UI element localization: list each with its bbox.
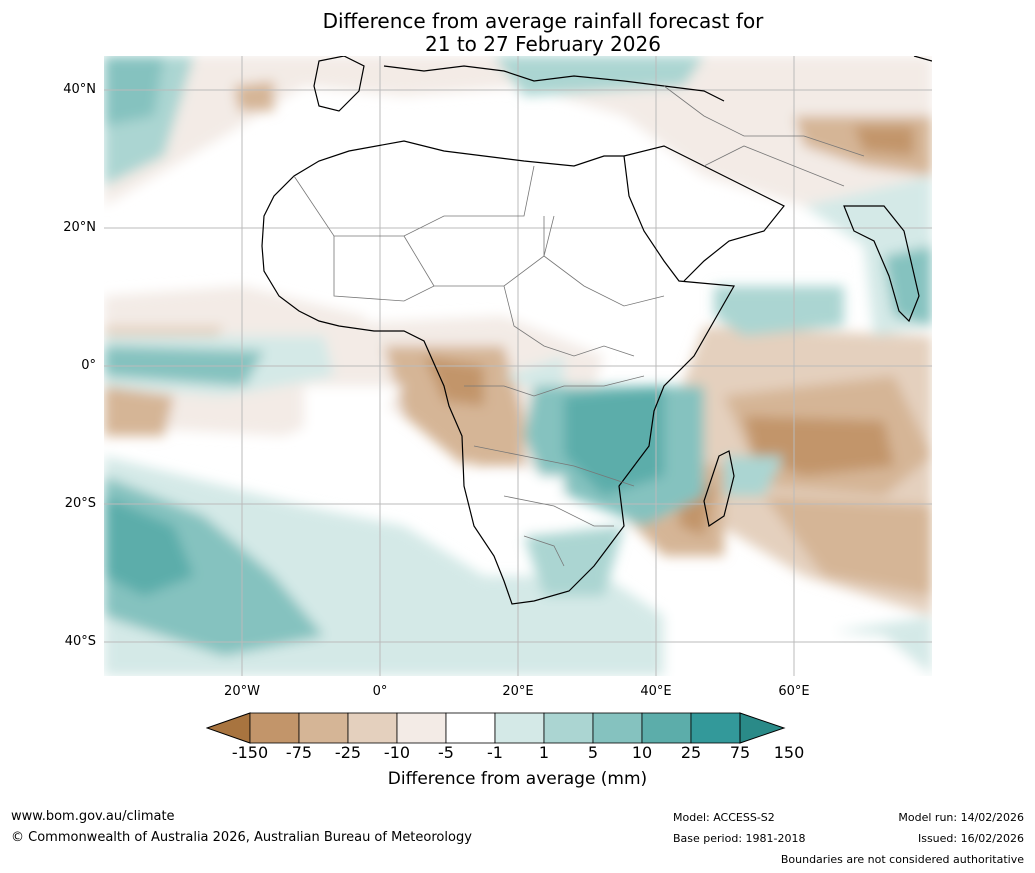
- graticule: [104, 56, 932, 676]
- colorbar-swatch: [641, 712, 692, 744]
- colorbar-swatch: [494, 712, 545, 744]
- chart-title: Difference from average rainfall forecas…: [0, 10, 1035, 56]
- colorbar-extend-high: [739, 712, 786, 744]
- colorbar-swatch: [445, 712, 496, 744]
- arabia-coastline: [623, 145, 785, 282]
- colorbar-tick-label: 150: [773, 743, 805, 762]
- coastlines: [261, 56, 932, 605]
- colorbar-tick-label: 25: [680, 743, 702, 762]
- website-url[interactable]: www.bom.gov.au/climate: [11, 809, 175, 824]
- colorbar-tick-label: -75: [285, 743, 313, 762]
- colorbar-label: Difference from average (mm): [387, 769, 648, 789]
- country-borders: [293, 85, 865, 567]
- lon-label-0: 0°: [372, 684, 388, 699]
- colorbar-swatch: [249, 712, 300, 744]
- anomaly-shading: [104, 56, 932, 676]
- colorbar-tick-label: -1: [487, 743, 503, 762]
- lat-label-20s: 20°S: [64, 496, 96, 511]
- lat-label-40s: 40°S: [64, 634, 96, 649]
- colorbar-swatch: [396, 712, 447, 744]
- colorbar-tick-label: -5: [438, 743, 454, 762]
- colorbar-tick-label: 5: [587, 743, 599, 762]
- lat-label-20n: 20°N: [63, 220, 96, 235]
- colorbar-tick-label: -10: [383, 743, 411, 762]
- colorbar-extend-low: [206, 712, 251, 744]
- colorbar-swatch: [298, 712, 349, 744]
- lon-label-40e: 40°E: [640, 684, 672, 699]
- colorbar: [206, 712, 786, 744]
- lon-label-20e: 20°E: [502, 684, 534, 699]
- copyright-notice: © Commonwealth of Australia 2026, Austra…: [11, 830, 472, 845]
- colorbar-tick-label: 75: [729, 743, 751, 762]
- madagascar-coastline: [703, 450, 735, 527]
- colorbar-swatch: [690, 712, 741, 744]
- model-info: Model: ACCESS-S2: [673, 811, 775, 824]
- colorbar-tick-label: -150: [231, 743, 269, 762]
- title-line-1: Difference from average rainfall forecas…: [322, 9, 764, 33]
- colorbar-tick-label: 10: [631, 743, 653, 762]
- issued-date: Issued: 16/02/2026: [917, 832, 1024, 845]
- model-run-date: Model run: 14/02/2026: [898, 811, 1024, 824]
- colorbar-swatch: [543, 712, 594, 744]
- africa-coastline: [261, 140, 735, 605]
- base-period-info: Base period: 1981-2018: [673, 832, 806, 845]
- lon-label-60e: 60°E: [778, 684, 810, 699]
- lat-label-equator: 0°: [81, 358, 96, 373]
- colorbar-swatch: [592, 712, 643, 744]
- europe-coastline: [313, 56, 725, 112]
- title-line-2: 21 to 27 February 2026: [425, 32, 661, 56]
- colorbar-swatch: [347, 712, 398, 744]
- colorbar-tick-label: 1: [538, 743, 550, 762]
- lat-label-40n: 40°N: [63, 82, 96, 97]
- boundaries-disclaimer: Boundaries are not considered authoritat…: [780, 853, 1024, 866]
- colorbar-tick-label: -25: [334, 743, 362, 762]
- india-coastline: [843, 56, 932, 323]
- rainfall-anomaly-map: [104, 56, 932, 676]
- lon-label-20w: 20°W: [224, 684, 260, 699]
